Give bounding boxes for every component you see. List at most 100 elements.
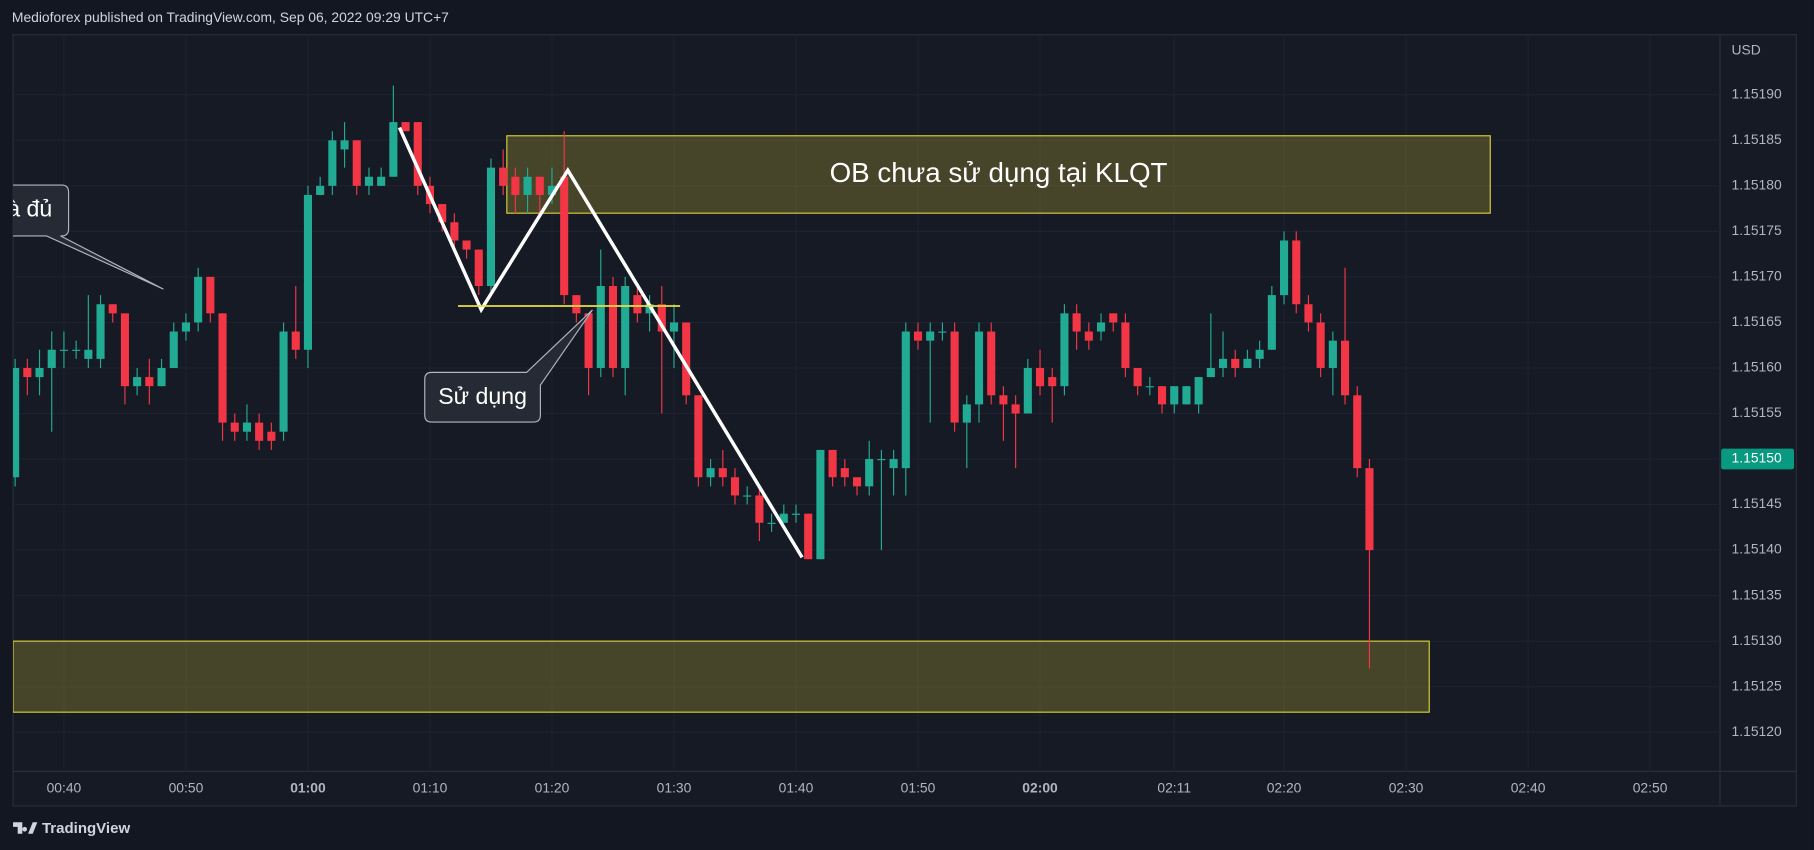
candle-body xyxy=(1353,395,1362,469)
candle-body xyxy=(755,495,764,523)
candle-body xyxy=(694,395,703,478)
candle-body xyxy=(413,122,422,186)
candle-body xyxy=(1292,240,1301,305)
y-tick-label: 1.15130 xyxy=(1732,632,1782,648)
candle-body xyxy=(1072,313,1081,332)
plot-area: OB chưa sử dụng tại KLQT Sử dụng à đủ xyxy=(13,34,1720,772)
candle-body xyxy=(328,140,337,186)
candle-body xyxy=(718,468,727,478)
candle-body xyxy=(962,404,971,423)
y-tick-label: 1.15140 xyxy=(1732,541,1782,557)
candle-body xyxy=(1157,386,1167,405)
logo-icon xyxy=(13,822,38,834)
candle-body xyxy=(1084,331,1093,341)
candle-body xyxy=(950,331,959,423)
candle-body xyxy=(23,367,32,378)
candle-body xyxy=(1035,367,1045,387)
candle-body xyxy=(608,286,618,368)
candle-body xyxy=(572,295,581,314)
candle-body xyxy=(47,349,56,368)
candle-body xyxy=(13,367,20,478)
x-tick-label: 02:50 xyxy=(1633,779,1668,795)
callout: Sử dụng xyxy=(424,309,593,423)
candle-body xyxy=(767,522,776,524)
y-tick-label: 1.15120 xyxy=(1732,723,1782,739)
candle-body xyxy=(1267,295,1276,350)
candle-body xyxy=(96,304,105,359)
candle-body xyxy=(547,185,557,195)
x-tick-label: 01:10 xyxy=(413,779,448,795)
candle-body xyxy=(1304,304,1313,323)
candle-body xyxy=(352,140,361,186)
candle-body xyxy=(267,431,276,441)
x-tick-label: 00:40 xyxy=(47,779,82,795)
candle-body xyxy=(926,331,935,341)
candle-body xyxy=(1243,358,1252,368)
candle-body xyxy=(1206,367,1215,378)
candle-body xyxy=(560,176,569,296)
candle-body xyxy=(621,286,630,368)
candle-body xyxy=(791,513,801,515)
candle-body xyxy=(474,249,483,287)
candle-body xyxy=(1328,340,1337,368)
candle-body xyxy=(291,331,300,350)
candle-body xyxy=(974,331,984,405)
candle-body xyxy=(1096,322,1106,332)
order-block-zone xyxy=(506,135,1491,214)
candle-body xyxy=(816,449,825,560)
candle-body xyxy=(169,331,178,368)
candle-body xyxy=(377,176,386,186)
candle-body xyxy=(1121,322,1130,368)
candle-body xyxy=(1231,358,1240,368)
zone-label: OB chưa sử dụng tại KLQT xyxy=(830,157,1168,188)
header: Medioforex published on TradingView.com,… xyxy=(12,9,449,25)
candle-body xyxy=(279,331,288,432)
candle-body xyxy=(1170,386,1179,405)
y-tick-label: 1.15185 xyxy=(1732,131,1782,147)
candle-body xyxy=(255,422,264,441)
candle-body xyxy=(1060,313,1069,387)
candle-body xyxy=(194,276,203,323)
candle-body xyxy=(1109,313,1118,323)
x-tick-label: 01:20 xyxy=(535,779,570,795)
x-tick-label: 02:00 xyxy=(1022,779,1058,795)
last-price-label: 1.15150 xyxy=(1732,450,1782,466)
x-tick-label: 01:30 xyxy=(657,779,692,795)
candle-body xyxy=(72,349,81,351)
candle-body xyxy=(889,459,898,469)
candle-body xyxy=(1182,386,1191,405)
candle-body xyxy=(242,422,251,432)
candle-body xyxy=(364,176,374,186)
y-tick-label: 1.15155 xyxy=(1732,404,1782,420)
candle-body xyxy=(35,367,44,378)
x-tick-label: 02:11 xyxy=(1157,779,1191,795)
footer-brand: TradingView xyxy=(42,820,130,837)
candle-body xyxy=(779,513,788,523)
candle-body xyxy=(389,122,398,177)
candle-body xyxy=(645,304,654,314)
candle-body xyxy=(1194,377,1203,405)
candle-body xyxy=(145,377,154,387)
candle-body xyxy=(316,185,325,195)
candle-body xyxy=(206,276,215,314)
x-tick-label: 01:50 xyxy=(901,779,936,795)
candle-body xyxy=(669,322,679,332)
candle-body xyxy=(596,286,605,368)
candle-body xyxy=(1133,367,1142,387)
last-price-box xyxy=(1721,448,1795,470)
y-tick-label: 1.15170 xyxy=(1732,268,1782,284)
candle-body xyxy=(181,322,190,332)
candle-body xyxy=(340,140,349,150)
candle-body xyxy=(230,422,239,432)
candle-body xyxy=(938,331,947,333)
y-tick-label: 1.15165 xyxy=(1732,313,1782,329)
candle-body xyxy=(450,222,459,241)
y-tick-label: 1.15160 xyxy=(1732,359,1782,375)
candle-body xyxy=(999,395,1008,405)
candle-body xyxy=(1365,468,1374,551)
candle-body xyxy=(865,459,874,487)
x-tick-label: 02:20 xyxy=(1267,779,1302,795)
candle-body xyxy=(486,167,496,287)
y-tick-label: 1.15175 xyxy=(1732,222,1782,238)
candle-body xyxy=(133,377,142,387)
